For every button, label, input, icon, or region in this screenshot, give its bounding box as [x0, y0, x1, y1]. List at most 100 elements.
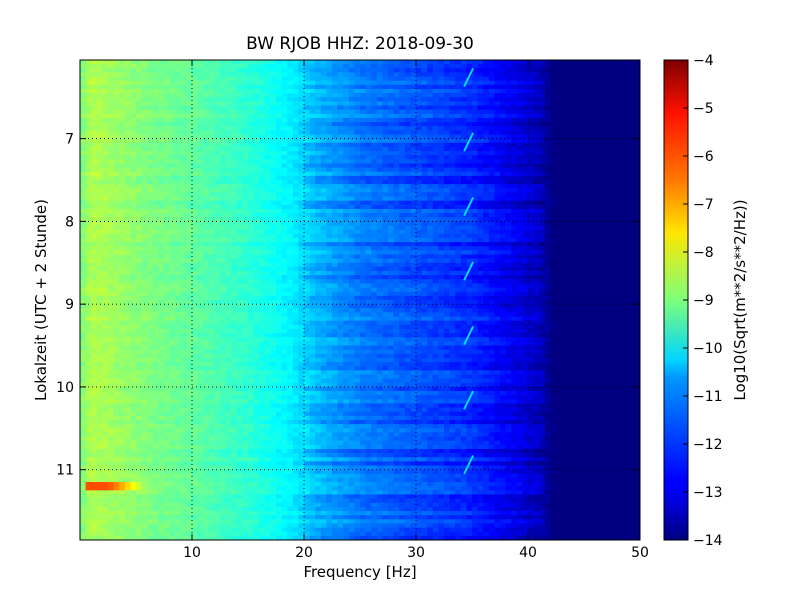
heatmap-cell — [197, 60, 204, 65]
heatmap-cell — [427, 233, 434, 239]
heatmap-cell — [85, 105, 92, 111]
heatmap-cell — [544, 246, 551, 251]
heatmap-cell — [483, 225, 490, 231]
heatmap-cell — [634, 192, 640, 198]
heatmap-cell — [466, 192, 473, 198]
heatmap-cell — [220, 155, 227, 160]
heatmap-cell — [281, 142, 288, 148]
heatmap-cell — [438, 134, 445, 140]
heatmap-cell — [130, 130, 137, 136]
heatmap-cell — [589, 229, 596, 235]
heatmap-cell — [276, 262, 283, 268]
heatmap-cell — [376, 101, 383, 107]
heatmap-cell — [203, 113, 210, 119]
heatmap-cell — [438, 126, 445, 131]
heatmap-cell — [231, 184, 238, 189]
heatmap-cell — [376, 113, 383, 119]
heatmap-cell — [203, 175, 210, 181]
heatmap-cell — [438, 142, 445, 148]
heatmap-cell — [281, 180, 288, 185]
heatmap-cell — [483, 105, 490, 111]
heatmap-cell — [404, 254, 411, 260]
heatmap-cell — [595, 126, 602, 131]
heatmap-cell — [141, 192, 148, 198]
heatmap-cell — [108, 192, 115, 198]
heatmap-cell — [270, 68, 277, 74]
heatmap-cell — [108, 80, 115, 86]
heatmap-cell — [242, 225, 249, 231]
heatmap-cell — [505, 175, 512, 181]
heatmap-cell — [539, 233, 546, 239]
heatmap-cell — [522, 130, 529, 136]
heatmap-cell — [164, 84, 171, 90]
heatmap-cell — [589, 208, 596, 214]
heatmap-cell — [102, 163, 109, 169]
heatmap-cell — [376, 130, 383, 136]
heatmap-cell — [242, 105, 249, 111]
heatmap-cell — [606, 196, 613, 202]
heatmap-cell — [623, 163, 630, 169]
heatmap-cell — [589, 122, 596, 127]
heatmap-cell — [522, 88, 529, 94]
heatmap-cell — [292, 221, 299, 227]
heatmap-cell — [320, 221, 327, 227]
heatmap-cell — [365, 105, 372, 111]
heatmap-cell — [472, 246, 479, 251]
heatmap-cell — [416, 184, 423, 189]
heatmap-cell — [578, 101, 585, 107]
heatmap-cell — [242, 167, 249, 173]
heatmap-cell — [231, 221, 238, 227]
heatmap-cell — [376, 122, 383, 127]
heatmap-cell — [444, 208, 451, 214]
heatmap-cell — [494, 97, 501, 102]
heatmap-cell — [472, 64, 479, 69]
heatmap-cell — [427, 159, 434, 165]
heatmap-cell — [158, 225, 165, 231]
heatmap-cell — [600, 192, 607, 198]
heatmap-cell — [96, 155, 103, 160]
heatmap-cell — [416, 221, 423, 227]
heatmap-cell — [382, 134, 389, 140]
heatmap-cell — [113, 134, 120, 140]
heatmap-cell — [203, 76, 210, 82]
heatmap-cell — [337, 204, 344, 210]
heatmap-cell — [343, 167, 350, 173]
heatmap-cell — [544, 188, 551, 194]
heatmap-cell — [544, 200, 551, 206]
heatmap-cell — [203, 250, 210, 256]
heatmap-cell — [259, 101, 266, 107]
heatmap-cell — [332, 237, 339, 243]
heatmap-cell — [147, 163, 154, 169]
heatmap-cell — [85, 188, 92, 194]
heatmap-cell — [550, 254, 557, 260]
heatmap-cell — [556, 229, 563, 235]
heatmap-cell — [169, 88, 176, 94]
heatmap-cell — [393, 105, 400, 111]
heatmap-cell — [158, 130, 165, 136]
heatmap-cell — [136, 68, 143, 74]
heatmap-cell — [376, 151, 383, 156]
heatmap-cell — [477, 188, 484, 194]
heatmap-cell — [550, 84, 557, 90]
heatmap-cell — [494, 171, 501, 177]
heatmap-cell — [617, 208, 624, 214]
heatmap-cell — [410, 196, 417, 202]
heatmap-cell — [203, 88, 210, 94]
heatmap-cell — [169, 142, 176, 148]
heatmap-cell — [595, 68, 602, 74]
heatmap-cell — [348, 196, 355, 202]
heatmap-cell — [152, 138, 159, 144]
heatmap-cell — [348, 262, 355, 268]
heatmap-cell — [236, 138, 243, 144]
heatmap-cell — [85, 213, 92, 218]
heatmap-cell — [152, 171, 159, 177]
heatmap-cell — [556, 167, 563, 173]
heatmap-cell — [197, 122, 204, 127]
heatmap-cell — [124, 60, 131, 65]
heatmap-cell — [505, 188, 512, 194]
heatmap-cell — [220, 142, 227, 148]
heatmap-cell — [388, 101, 395, 107]
heatmap-cell — [606, 225, 613, 231]
heatmap-cell — [623, 233, 630, 239]
heatmap-cell — [449, 221, 456, 227]
